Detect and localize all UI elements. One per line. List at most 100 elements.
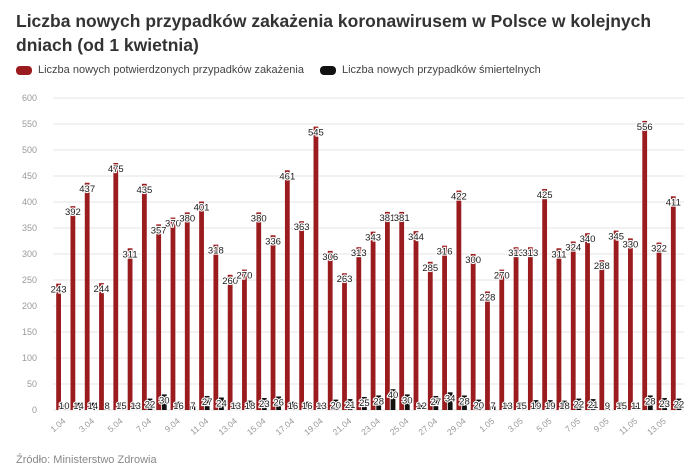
data-label-cases: 270 [237,271,253,282]
y-tick-label: 250 [22,275,37,285]
bar-cases [442,245,447,410]
x-tick-label: 13.05 [645,416,668,438]
data-label-cases: 318 [208,246,224,257]
x-tick-label: 1.05 [477,416,496,434]
data-label-cases: 475 [108,164,124,175]
bar-cases [184,212,190,410]
x-tick-label: 9.05 [592,416,611,434]
bar-cases [199,201,204,410]
data-label-cases: 380 [179,213,195,224]
data-label-deaths: 27 [431,397,442,408]
data-label-deaths: 16 [288,401,299,412]
bar-cases [313,126,319,410]
data-label-deaths: 21 [588,400,599,411]
data-label-deaths: 15 [516,401,527,412]
data-label-deaths: 13 [502,401,513,412]
data-label-deaths: 10 [59,401,70,412]
bar-cases [156,224,162,410]
bar-deaths [333,399,339,410]
bar-cases [613,230,619,410]
bar-deaths [147,398,153,410]
bar-cases [413,231,419,410]
data-label-cases: 435 [136,185,152,196]
data-label-deaths: 9 [605,401,610,412]
bar-cases [570,241,576,410]
bar-chart: 0501001502002503003504004505005506002431… [22,93,685,438]
x-tick-label: 5.05 [534,416,553,434]
data-label-deaths: 19 [531,401,542,412]
bar-deaths [190,406,196,410]
bar-cases [470,254,476,410]
chart-title: Liczba nowych przypadków zakażenia koron… [16,11,652,55]
data-label-cases: 425 [537,190,553,201]
bar-deaths [90,402,96,410]
bar-cases [670,196,676,410]
bar-cases [599,260,605,410]
data-label-cases: 306 [322,252,338,263]
bar-deaths [533,400,539,410]
data-label-cases: 340 [580,234,596,245]
data-label-deaths: 26 [273,397,284,408]
x-tick-label: 15.04 [245,416,268,438]
bar-deaths [161,394,167,410]
x-tick-label: 3.04 [77,416,96,434]
data-label-cases: 363 [294,222,310,233]
bar-cases [84,182,90,410]
bar-cases [299,221,305,410]
x-tick-label: 9.04 [163,416,182,434]
x-tick-label: 1.04 [48,416,67,434]
bar-deaths [562,400,567,410]
legend-label-cases: Liczba nowych potwierdzonych przypadków … [38,64,304,76]
bar-cases [127,248,133,410]
bar-cases [642,120,648,410]
bar-deaths [219,397,224,410]
bar-deaths [261,398,267,410]
bar-deaths [390,389,396,410]
data-label-cases: 324 [565,243,581,254]
bar-deaths [104,405,110,410]
y-tick-label: 200 [22,301,37,311]
bar-cases [113,163,119,410]
bar-deaths [576,398,582,410]
data-label-cases: 270 [494,271,510,282]
y-tick-label: 500 [22,145,37,155]
legend-item-deaths[interactable]: Liczba nowych przypadków śmiertelnych [319,64,541,76]
y-tick-label: 150 [22,327,37,337]
data-label-cases: 392 [65,207,81,218]
legend-item-cases[interactable]: Liczba nowych potwierdzonych przypadków … [16,64,304,76]
source-note: Źródło: Ministerstwo Zdrowia [16,454,157,466]
data-label-deaths: 7 [490,401,495,412]
bar-deaths [476,399,482,410]
data-label-deaths: 12 [416,401,427,412]
data-label-cases: 381 [379,213,395,224]
bar-cases [427,261,433,410]
bar-deaths [633,404,639,410]
bar-cases [70,206,76,410]
bar-deaths [647,395,653,410]
data-label-deaths: 7 [190,401,195,412]
bar-deaths [490,406,496,410]
data-label-cases: 437 [79,184,95,195]
bar-deaths [404,394,410,410]
data-label-cases: 313 [508,248,524,259]
data-label-cases: 381 [394,213,410,224]
data-label-deaths: 14 [73,401,84,412]
data-label-cases: 461 [279,171,295,182]
bar-cases [456,190,462,410]
bar-cases [327,250,333,410]
data-label-deaths: 8 [104,401,109,412]
bar-deaths [276,396,282,410]
data-label-cases: 344 [408,232,424,243]
data-label-cases: 244 [94,284,110,295]
data-label-deaths: 25 [359,398,370,409]
data-label-cases: 330 [622,239,638,250]
y-tick-label: 50 [27,379,37,389]
bar-deaths [347,399,353,410]
data-label-cases: 411 [666,197,681,208]
data-label-cases: 357 [151,225,167,236]
data-label-deaths: 11 [631,401,641,412]
y-tick-label: 100 [22,353,37,363]
bar-deaths [319,403,324,410]
y-tick-label: 550 [22,119,37,129]
x-tick-label: 25.04 [388,416,411,438]
